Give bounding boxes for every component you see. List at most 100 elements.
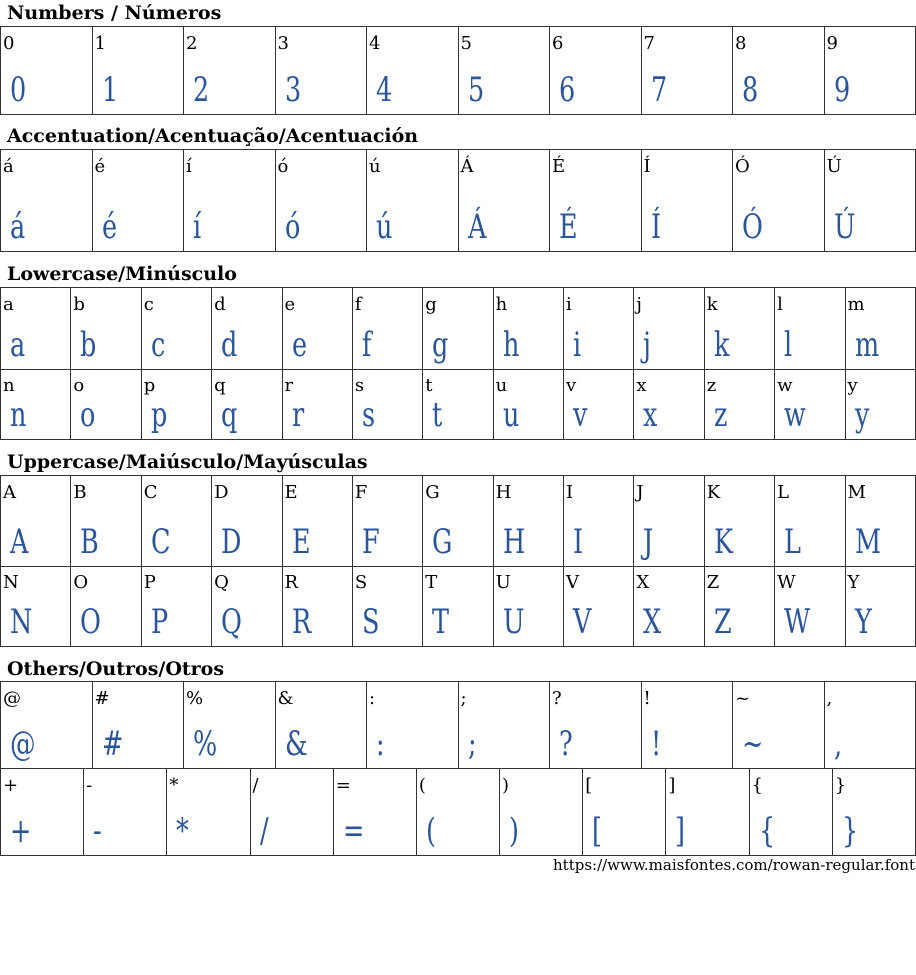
glyph-sample: J	[643, 522, 654, 562]
glyph-sample: L	[784, 522, 802, 562]
glyph-label: !	[643, 688, 651, 709]
glyph-label: 2	[186, 33, 198, 54]
glyph-sample: 1	[101, 70, 118, 110]
glyph-sample: Ó	[742, 207, 763, 247]
glyph-label: =	[335, 775, 351, 796]
glyph-label: H	[495, 482, 512, 503]
glyph-label: K	[706, 482, 721, 503]
glyph-label: v	[566, 375, 577, 396]
glyph-label: N	[3, 572, 19, 593]
glyph-cell: }}	[832, 769, 916, 856]
glyph-sample: z	[713, 395, 728, 435]
glyph-label: R	[284, 572, 299, 593]
glyph-label: %	[186, 688, 204, 709]
glyph-label: m	[847, 294, 865, 315]
glyph-sample: s	[361, 395, 375, 435]
glyph-sample: f	[361, 325, 372, 365]
glyph-label: B	[73, 482, 87, 503]
glyph-label: Y	[847, 572, 860, 593]
glyph-label: ]	[668, 775, 676, 796]
glyph-sample: ;	[467, 724, 477, 764]
glyph-label: n	[3, 375, 15, 396]
source-url[interactable]: https://www.maisfontes.com/rowan-regular…	[553, 856, 915, 874]
glyph-sample: B	[80, 522, 100, 562]
glyph-sample: /	[259, 811, 269, 851]
glyph-label: :	[369, 688, 376, 709]
glyph-cell: !!	[641, 682, 733, 769]
glyph-label: [	[585, 775, 593, 796]
glyph-sample: A	[10, 522, 29, 562]
glyph-sample: b	[80, 325, 97, 365]
glyph-sample: E	[291, 522, 311, 562]
glyph-sample: =	[342, 811, 365, 851]
glyph-sample: V	[573, 602, 592, 642]
glyph-label: d	[214, 294, 226, 315]
glyph-cell: & &	[275, 682, 367, 769]
glyph-label: Í	[643, 156, 651, 177]
glyph-sample: S	[361, 602, 380, 642]
section-title: Uppercase/Maiúsculo/Mayúsculas	[7, 451, 368, 473]
glyph-sample: ó	[284, 207, 300, 247]
glyph-label: 1	[94, 33, 106, 54]
glyph-sample: k	[713, 325, 730, 365]
glyph-label: f	[354, 294, 362, 315]
glyph-sample: Z	[713, 602, 732, 642]
glyph-cell: --	[84, 769, 168, 856]
glyph-label: 4	[369, 33, 381, 54]
glyph-sample: c	[150, 325, 166, 365]
glyph-label: G	[425, 482, 440, 503]
glyph-cell: = =	[333, 769, 417, 856]
glyph-grid: @ @ # #%% & &::;;??!! ~ ~,,	[0, 681, 916, 769]
glyph-sample: P	[150, 602, 168, 642]
glyph-label: b	[73, 294, 85, 315]
glyph-label: u	[495, 375, 508, 396]
glyph-sample: u	[502, 395, 520, 435]
glyph-sample: t	[432, 395, 443, 435]
glyph-label: i	[566, 294, 572, 315]
glyph-label: o	[73, 375, 85, 396]
glyph-label: M	[847, 482, 866, 503]
glyph-sample: 5	[467, 70, 484, 110]
glyph-label: ó	[277, 156, 289, 177]
glyph-label: }	[834, 775, 847, 796]
glyph-label: á	[3, 156, 14, 177]
glyph-sample: %	[193, 724, 218, 764]
glyph-label: É	[552, 156, 566, 177]
glyph-label: c	[143, 294, 154, 315]
glyph-label: ;	[460, 688, 467, 709]
glyph-label: &	[277, 688, 294, 709]
glyph-label: V	[566, 572, 579, 593]
glyph-cell: {{	[749, 769, 833, 856]
glyph-label: 5	[460, 33, 472, 54]
glyph-label: t	[425, 375, 433, 396]
